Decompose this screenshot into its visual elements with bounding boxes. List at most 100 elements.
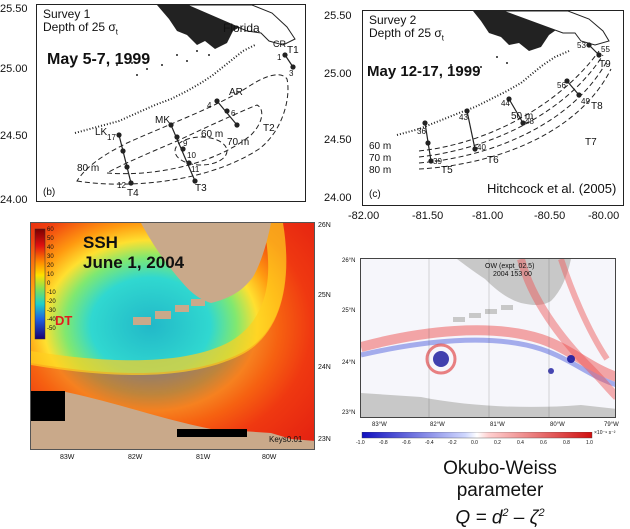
transect-dash xyxy=(418,50,600,152)
lon-tick: 82W xyxy=(128,454,143,461)
caption-line2: parameter xyxy=(456,480,544,501)
ow-colorbar-svg xyxy=(361,432,593,439)
transect-label: T5 xyxy=(441,165,453,176)
ow-field-svg xyxy=(361,259,615,417)
station-label: 36 xyxy=(417,127,426,136)
transect-dash xyxy=(418,68,612,170)
lon-tick: 80°W xyxy=(550,422,565,428)
colorbar-tick: -50 xyxy=(47,326,56,332)
state-label: Florida xyxy=(223,21,260,35)
ssh-map: SSH June 1, 2004 DT Keys0.01 60 50 40 30… xyxy=(30,222,315,450)
station-label: 17 xyxy=(107,133,116,142)
florida-interior xyxy=(502,11,610,46)
survey1-map: Survey 1 Depth of 25 σt Florida May 5-7,… xyxy=(36,4,306,202)
ow-eddy-small xyxy=(548,368,554,374)
region-label: LK xyxy=(95,127,108,138)
ow-eddy-small xyxy=(567,355,575,363)
station-label: 11 xyxy=(191,165,200,174)
y-tick: 24.00 xyxy=(324,192,352,204)
panel-tag: (c) xyxy=(369,189,381,200)
y-tick: 24.00 xyxy=(0,194,28,206)
transect-label: T8 xyxy=(591,101,603,112)
black-mask xyxy=(31,391,65,421)
colorbar-tick: -40 xyxy=(47,317,56,323)
transect-label: T6 xyxy=(487,155,499,166)
x-tick: -80.50 xyxy=(534,210,566,222)
station-label: 40 xyxy=(477,143,486,152)
transect-label: T7 xyxy=(585,137,597,148)
survey1-chart-svg xyxy=(74,5,296,186)
colorbar-tick: -0.6 xyxy=(402,440,411,446)
ow-colorbar-ticks: -1.0 -0.8 -0.6 -0.4 -0.2 0.0 0.2 0.4 0.6… xyxy=(356,440,616,450)
station-label: 1 xyxy=(277,53,282,62)
colorbar-tick: 50 xyxy=(47,236,54,242)
colorbar-tick: -0.4 xyxy=(425,440,434,446)
ow-red-band-2 xyxy=(517,259,615,400)
y-tick: 25.00 xyxy=(0,63,28,75)
depth-label: 70 m xyxy=(227,137,250,148)
cuba-land xyxy=(361,393,615,417)
lat-tick: 26N xyxy=(318,222,331,229)
keys-chain xyxy=(74,44,256,134)
keys-chain xyxy=(396,50,570,136)
lon-tick: 83W xyxy=(60,454,75,461)
florida-land xyxy=(457,259,571,305)
lat-tick: 24°N xyxy=(342,360,356,366)
x-tick: -81.00 xyxy=(472,210,504,222)
ssh-yellow-band xyxy=(31,223,287,375)
colorbar-tick: 30 xyxy=(47,254,54,260)
survey2-chart-svg xyxy=(396,11,612,170)
colorbar-tick: 10 xyxy=(47,272,54,278)
x-tick: -80.00 xyxy=(588,210,620,222)
transect-label: T1 xyxy=(287,45,299,56)
y-tick: 24.50 xyxy=(0,130,28,142)
florida-land xyxy=(141,223,271,303)
caption-formula: Q = d2 – ζ2 xyxy=(455,507,545,529)
lat-tick: 25°N xyxy=(342,308,356,314)
y-tick: 24.50 xyxy=(324,134,352,146)
survey2-map: Survey 2 Depth of 25 σt May 12-17, 1999 … xyxy=(362,10,624,206)
colorbar-unit: ×10⁻⁹ s⁻² xyxy=(594,430,616,436)
survey-dates: May 5-7, 1999 xyxy=(47,51,151,68)
survey1-panel: 25.50 25.00 24.50 24.00 xyxy=(0,0,318,220)
transect-label: T3 xyxy=(195,183,207,194)
station-label: 39 xyxy=(433,157,442,166)
ow-blue-band xyxy=(361,337,615,387)
contour-outer xyxy=(76,74,289,185)
lat-tick: 24N xyxy=(318,364,331,371)
depth-label: 70 m xyxy=(369,153,392,164)
survey-title: Survey 1 xyxy=(43,7,91,21)
keys-label: Keys0.01 xyxy=(269,435,303,444)
colorbar-tick: 0.8 xyxy=(563,440,570,446)
ssh-colorbar-ticks: 60 50 40 30 20 10 0 -10 -20 -30 -40 -50 xyxy=(47,227,67,345)
ssh-colorbar xyxy=(34,228,46,340)
lon-tick: 83°W xyxy=(372,422,387,428)
x-tick: -82.00 xyxy=(348,210,380,222)
y-tick: 25.50 xyxy=(324,10,352,22)
depth-label: 60 m xyxy=(201,129,224,140)
colorbar-tick: 0.2 xyxy=(494,440,501,446)
station-label: 9 xyxy=(183,139,188,148)
panel-tag: (b) xyxy=(43,187,56,198)
station-label: 56 xyxy=(557,81,566,90)
lon-tick: 80W xyxy=(262,454,277,461)
colorbar-tick: 0 xyxy=(47,281,51,287)
ow-date: 2004 153 00 xyxy=(493,271,532,278)
station-label: 55 xyxy=(601,45,610,54)
station-label: 53 xyxy=(577,41,586,50)
depth-label: 80 m xyxy=(77,163,100,174)
ow-panel: 26°N 25°N 24°N 23°N OW ( xyxy=(342,228,630,458)
y-tick: 25.00 xyxy=(324,68,352,80)
colorbar-tick: 0.6 xyxy=(540,440,547,446)
colorbar-tick: 60 xyxy=(47,227,54,233)
colorbar-tick: -0.8 xyxy=(379,440,388,446)
survey-dates: May 12-17, 1999 xyxy=(367,63,481,80)
caption-line1: Okubo-Weiss xyxy=(443,458,557,479)
colorbar-tick: 40 xyxy=(47,245,54,251)
station-label: 6 xyxy=(231,109,236,118)
lon-tick: 81W xyxy=(196,454,211,461)
transect-dash xyxy=(418,54,604,158)
colorbar-tick: -1.0 xyxy=(356,440,365,446)
station-label: 12 xyxy=(117,181,126,190)
region-label: MK xyxy=(155,115,170,126)
